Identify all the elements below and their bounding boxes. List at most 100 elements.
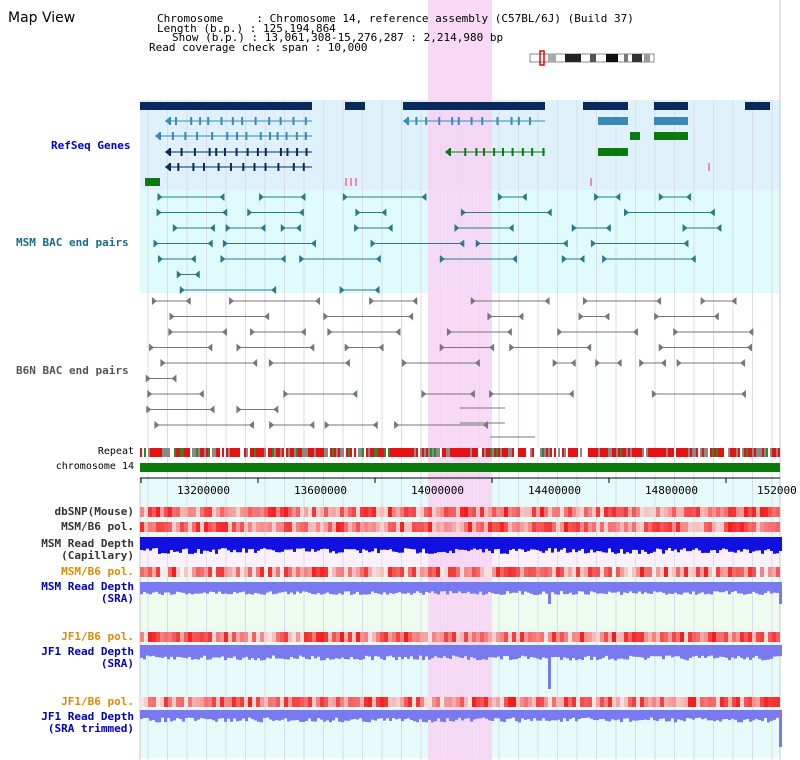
depth-bar (233, 645, 236, 657)
heat-cell (240, 632, 244, 642)
depth-bar (476, 645, 479, 661)
heat-cell (180, 697, 184, 707)
heat-cell (684, 522, 688, 532)
repeat-segment (406, 448, 408, 457)
bac-end (169, 312, 175, 321)
depth-bar (653, 710, 656, 721)
depth-bar (440, 710, 443, 722)
depth-bar (482, 710, 485, 718)
repeat-segment (494, 448, 496, 457)
repeat-segment (204, 448, 206, 457)
track-label-msm-bac[interactable]: MSM BAC end pairs (16, 236, 129, 249)
depth-bar (269, 537, 272, 550)
repeat-segment (476, 448, 478, 457)
depth-bar (242, 645, 245, 658)
track-label-jf1-pol: JF1/B6 pol. (61, 630, 134, 643)
gene-exon (295, 132, 298, 140)
depth-bar (539, 582, 542, 595)
heat-cell (572, 697, 576, 707)
heat-cell (536, 507, 540, 517)
heat-cell (740, 697, 744, 707)
repeat-segment (700, 448, 702, 457)
depth-bar (635, 537, 638, 550)
depth-bar (284, 645, 287, 660)
bac-end (264, 312, 270, 321)
repeat-segment (344, 448, 346, 457)
gene-exon (229, 163, 232, 171)
repeat-segment (596, 448, 598, 457)
heat-cell (240, 567, 244, 577)
depth-bar (272, 710, 275, 721)
bac-end (378, 343, 384, 352)
heat-cell (416, 522, 420, 532)
gene-exon (481, 117, 484, 125)
depth-bar (584, 582, 587, 595)
repeat-segment (542, 448, 544, 457)
depth-bar (572, 645, 575, 659)
repeat-segment (214, 448, 216, 457)
heat-cell (772, 697, 776, 707)
depth-bar (239, 710, 242, 721)
depth-bar (431, 645, 434, 659)
repeat-segment (436, 448, 438, 457)
depth-bar (386, 582, 389, 595)
depth-bar (758, 710, 761, 721)
depth-bar (614, 710, 617, 721)
depth-bar (335, 582, 338, 595)
depth-bar (299, 582, 302, 594)
depth-bar (227, 645, 230, 658)
heat-cell (600, 522, 604, 532)
heat-cell (292, 632, 296, 642)
bac-end (236, 405, 242, 414)
repeat-segment (510, 448, 512, 457)
heat-cell (592, 522, 596, 532)
depth-bar (587, 710, 590, 718)
depth-bar (329, 582, 332, 594)
depth-bar (314, 582, 317, 595)
heat-cell (680, 507, 684, 517)
heat-cell (612, 507, 616, 517)
heat-cell (252, 697, 256, 707)
repeat-segment (168, 448, 170, 457)
heat-cell (692, 697, 696, 707)
depth-bar (668, 582, 671, 594)
repeat-segment (584, 448, 586, 457)
track-label-refseq[interactable]: RefSeq Genes (51, 139, 131, 152)
heat-cell (528, 697, 532, 707)
depth-bar (650, 582, 653, 594)
gene-arrow (654, 117, 659, 125)
depth-bar (524, 710, 527, 720)
heat-cell (420, 507, 424, 517)
depth-bar (365, 645, 368, 656)
depth-bar (557, 710, 560, 720)
depth-bar (557, 645, 560, 657)
depth-bar (296, 645, 299, 659)
depth-bar (581, 710, 584, 719)
depth-bar (350, 582, 353, 595)
depth-bar (500, 645, 503, 660)
depth-bar (302, 537, 305, 549)
heat-cell (732, 567, 736, 577)
depth-bar (251, 710, 254, 720)
heat-cell (672, 507, 676, 517)
depth-bar (365, 537, 368, 551)
heat-cell (172, 522, 176, 532)
heat-cell (168, 522, 172, 532)
repeat-segment (692, 448, 694, 457)
heat-cell (328, 697, 332, 707)
heat-cell (332, 632, 336, 642)
heat-cell (536, 567, 540, 577)
bac-end (583, 297, 589, 305)
track-label-b6n-bac[interactable]: B6N BAC end pairs (16, 364, 129, 377)
repeat-segment (428, 448, 430, 457)
repeat-segment (502, 448, 504, 457)
repeat-segment (632, 448, 634, 457)
depth-bar (755, 645, 758, 656)
bac-end (156, 208, 162, 217)
heat-cell (768, 697, 772, 707)
depth-bar (680, 582, 683, 595)
heat-cell (688, 567, 692, 577)
depth-bar (314, 645, 317, 659)
depth-bar (620, 645, 623, 659)
